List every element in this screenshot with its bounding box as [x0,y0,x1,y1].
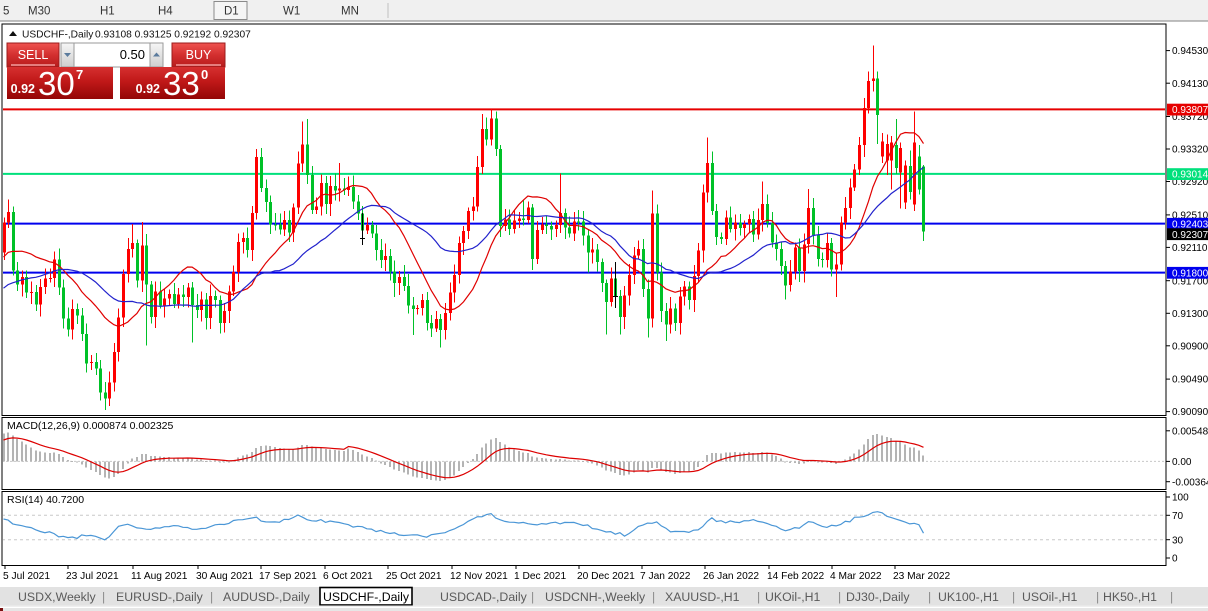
svg-text:EURUSD-,Daily: EURUSD-,Daily [116,590,204,604]
svg-text:5 Jul 2021: 5 Jul 2021 [3,571,50,582]
svg-text:USDCHF-,Daily: USDCHF-,Daily [323,590,410,604]
svg-text:12 Nov 2021: 12 Nov 2021 [450,571,508,582]
svg-text:4 Mar 2022: 4 Mar 2022 [830,571,882,582]
svg-text:XAUUSD-,H1: XAUUSD-,H1 [665,590,740,604]
svg-text:7 Jan 2022: 7 Jan 2022 [640,571,691,582]
svg-text:0.91700: 0.91700 [1172,276,1208,287]
svg-text:UK100-,H1: UK100-,H1 [938,590,999,604]
svg-text:0.94530: 0.94530 [1172,46,1208,57]
svg-text:0.90900: 0.90900 [1172,341,1208,352]
svg-text:0.005489: 0.005489 [1172,426,1208,437]
svg-text:0.91800: 0.91800 [1172,268,1208,279]
svg-text:0.00: 0.00 [1172,457,1192,468]
svg-text:USDCHF-,Daily: USDCHF-,Daily [22,30,94,41]
svg-text:|: | [652,590,655,604]
svg-text:|: | [210,590,213,604]
svg-text:|: | [757,590,760,604]
svg-text:0.90490: 0.90490 [1172,375,1208,386]
svg-text:100: 100 [1172,493,1189,504]
svg-text:SELL: SELL [18,48,49,62]
svg-text:MN: MN [341,6,359,18]
svg-text:0.93807: 0.93807 [1172,105,1208,116]
svg-text:|: | [1012,590,1015,604]
svg-text:H4: H4 [158,6,173,18]
svg-text:25 Oct 2021: 25 Oct 2021 [386,571,442,582]
svg-text:|: | [102,590,105,604]
svg-text:USDX,Weekly: USDX,Weekly [18,590,97,604]
svg-text:0.93014: 0.93014 [1172,170,1208,181]
svg-text:HK50-,H1: HK50-,H1 [1103,590,1157,604]
svg-text:H1: H1 [100,6,115,18]
svg-text:1 Dec 2021: 1 Dec 2021 [514,571,566,582]
svg-text:6 Oct 2021: 6 Oct 2021 [323,571,373,582]
svg-text:0.92920: 0.92920 [1172,177,1208,188]
svg-text:-0.003641: -0.003641 [1172,477,1208,488]
svg-text:|: | [1096,590,1099,604]
svg-text:0.92: 0.92 [136,82,160,96]
svg-text:5: 5 [3,6,9,18]
svg-text:23 Mar 2022: 23 Mar 2022 [893,571,951,582]
svg-text:|: | [531,590,534,604]
svg-text:0.91300: 0.91300 [1172,309,1208,320]
svg-text:UKOil-,H1: UKOil-,H1 [765,590,821,604]
svg-text:0.92110: 0.92110 [1172,243,1208,254]
svg-text:AUDUSD-,Daily: AUDUSD-,Daily [223,590,311,604]
svg-text:0.93320: 0.93320 [1172,145,1208,156]
svg-text:USDCNH-,Weekly: USDCNH-,Weekly [545,590,646,604]
svg-text:0.50: 0.50 [120,47,145,62]
svg-text:USOil-,H1: USOil-,H1 [1022,590,1078,604]
svg-text:RSI(14) 40.7200: RSI(14) 40.7200 [7,494,84,506]
svg-text:M30: M30 [28,6,50,18]
svg-text:17 Sep 2021: 17 Sep 2021 [259,571,317,582]
svg-text:30 Aug 2021: 30 Aug 2021 [196,571,254,582]
svg-text:0.90090: 0.90090 [1172,407,1208,418]
svg-text:0: 0 [201,67,208,82]
svg-text:D1: D1 [224,6,239,18]
svg-text:|: | [838,590,841,604]
svg-text:33: 33 [163,65,200,102]
svg-text:0.92510: 0.92510 [1172,211,1208,222]
svg-text:11 Aug 2021: 11 Aug 2021 [131,571,188,582]
svg-text:0.94130: 0.94130 [1172,79,1208,90]
svg-text:30: 30 [1172,535,1184,546]
svg-text:USDCAD-,Daily: USDCAD-,Daily [440,590,528,604]
svg-text:26 Jan 2022: 26 Jan 2022 [703,571,759,582]
svg-text:23 Jul 2021: 23 Jul 2021 [66,571,119,582]
svg-text:0.92: 0.92 [11,82,35,96]
svg-text:|: | [1170,590,1173,604]
svg-text:BUY: BUY [186,48,212,62]
svg-text:14 Feb 2022: 14 Feb 2022 [767,571,825,582]
svg-text:0.93108 0.93125 0.92192 0.9230: 0.93108 0.93125 0.92192 0.92307 [95,30,251,41]
svg-text:30: 30 [38,65,75,102]
svg-text:|: | [928,590,931,604]
svg-text:MACD(12,26,9) 0.000874 0.00232: MACD(12,26,9) 0.000874 0.002325 [7,420,174,432]
svg-text:20 Dec 2021: 20 Dec 2021 [577,571,635,582]
svg-text:0.93720: 0.93720 [1172,112,1208,123]
svg-text:W1: W1 [283,6,300,18]
svg-text:0.92403: 0.92403 [1172,219,1208,230]
svg-text:70: 70 [1172,511,1184,522]
svg-text:DJ30-,Daily: DJ30-,Daily [846,590,910,604]
svg-text:0.92307: 0.92307 [1172,230,1208,241]
svg-text:0: 0 [1172,554,1178,565]
svg-text:7: 7 [76,67,83,82]
